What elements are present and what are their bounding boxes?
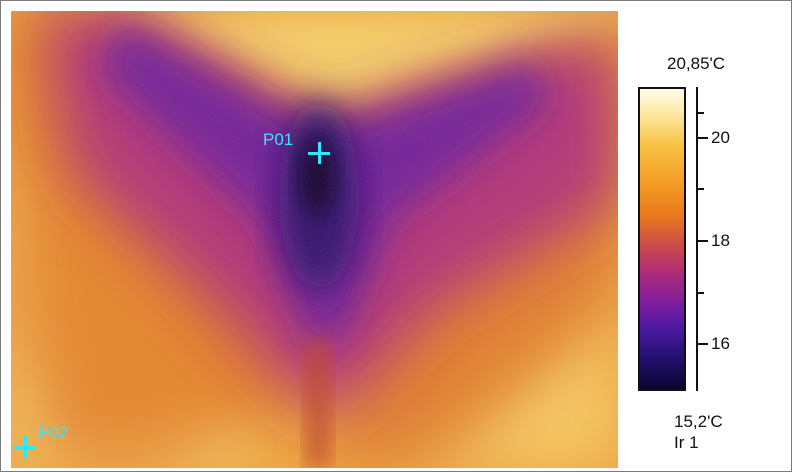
thermal-heatmap bbox=[11, 11, 618, 468]
scale-max-label: 20,85'C bbox=[667, 54, 726, 73]
marker-p01-crosshair[interactable] bbox=[308, 142, 330, 164]
scale-tick-minor bbox=[698, 112, 704, 114]
scale-tick-label-18: 18 bbox=[711, 231, 730, 250]
color-scale-bar bbox=[638, 87, 686, 391]
marker-p01-label: P01 bbox=[263, 130, 294, 149]
scale-min-label: 15,2'C bbox=[674, 412, 723, 431]
scale-axis-line bbox=[696, 87, 698, 391]
scale-tick-16 bbox=[698, 343, 708, 345]
marker-p02-crosshair[interactable] bbox=[14, 436, 36, 458]
marker-p02-label: P02 bbox=[38, 423, 69, 442]
thermal-image[interactable]: P01 P02 bbox=[11, 11, 618, 468]
scale-tick-18 bbox=[698, 240, 708, 242]
scale-tick-minor bbox=[698, 292, 704, 294]
scale-tick-label-20: 20 bbox=[711, 128, 730, 147]
scale-tick-20 bbox=[698, 137, 708, 139]
image-source-label: Ir 1 bbox=[674, 433, 699, 452]
scale-tick-minor bbox=[698, 188, 704, 190]
scale-tick-label-16: 16 bbox=[711, 334, 730, 353]
